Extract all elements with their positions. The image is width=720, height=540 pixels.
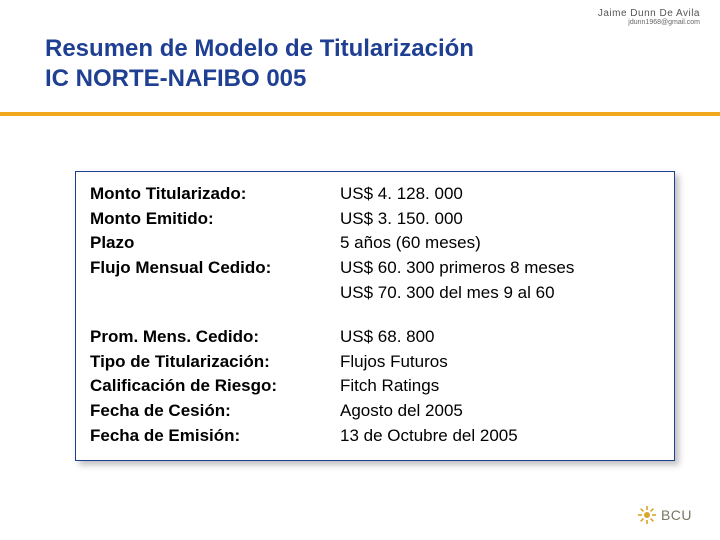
table-row: Monto Emitido: US$ 3. 150. 000 [90,207,660,232]
row-label [90,281,340,306]
row-value: 5 años (60 meses) [340,231,660,256]
table-row: Tipo de Titularización: Flujos Futuros [90,350,660,375]
row-label: Flujo Mensual Cedido: [90,256,340,281]
row-label: Fecha de Cesión: [90,399,340,424]
row-value: Fitch Ratings [340,374,660,399]
header-area: Jaime Dunn De Avila jdunn1968@gmail.com … [0,0,720,104]
author-block: Jaime Dunn De Avila jdunn1968@gmail.com [598,8,700,27]
row-value: US$ 4. 128. 000 [340,182,660,207]
table-row: Plazo 5 años (60 meses) [90,231,660,256]
row-value: US$ 60. 300 primeros 8 meses [340,256,660,281]
group-gap [90,305,660,325]
row-value: US$ 70. 300 del mes 9 al 60 [340,281,660,306]
title-line-2: IC NORTE-NAFIBO 005 [45,64,680,94]
table-row: Calificación de Riesgo: Fitch Ratings [90,374,660,399]
author-name: Jaime Dunn De Avila [598,8,700,19]
row-label: Fecha de Emisión: [90,424,340,449]
row-value: Flujos Futuros [340,350,660,375]
row-value: US$ 3. 150. 000 [340,207,660,232]
logo: BCU [638,506,692,524]
author-email: jdunn1968@gmail.com [598,19,700,27]
row-label: Monto Titularizado: [90,182,340,207]
title-block: Resumen de Modelo de Titularización IC N… [45,34,680,94]
row-value: Agosto del 2005 [340,399,660,424]
row-label: Monto Emitido: [90,207,340,232]
table-row: US$ 70. 300 del mes 9 al 60 [90,281,660,306]
table-row: Prom. Mens. Cedido: US$ 68. 800 [90,325,660,350]
title-line-1: Resumen de Modelo de Titularización [45,34,680,64]
row-value: US$ 68. 800 [340,325,660,350]
row-label: Tipo de Titularización: [90,350,340,375]
row-label: Calificación de Riesgo: [90,374,340,399]
logo-text: BCU [661,507,692,523]
table-row: Fecha de Emisión: 13 de Octubre del 2005 [90,424,660,449]
table-row: Monto Titularizado: US$ 4. 128. 000 [90,182,660,207]
row-label: Prom. Mens. Cedido: [90,325,340,350]
summary-box: Monto Titularizado: US$ 4. 128. 000 Mont… [75,171,675,461]
table-row: Fecha de Cesión: Agosto del 2005 [90,399,660,424]
divider [0,112,720,116]
row-value: 13 de Octubre del 2005 [340,424,660,449]
sun-icon [638,506,656,524]
row-label: Plazo [90,231,340,256]
table-row: Flujo Mensual Cedido: US$ 60. 300 primer… [90,256,660,281]
